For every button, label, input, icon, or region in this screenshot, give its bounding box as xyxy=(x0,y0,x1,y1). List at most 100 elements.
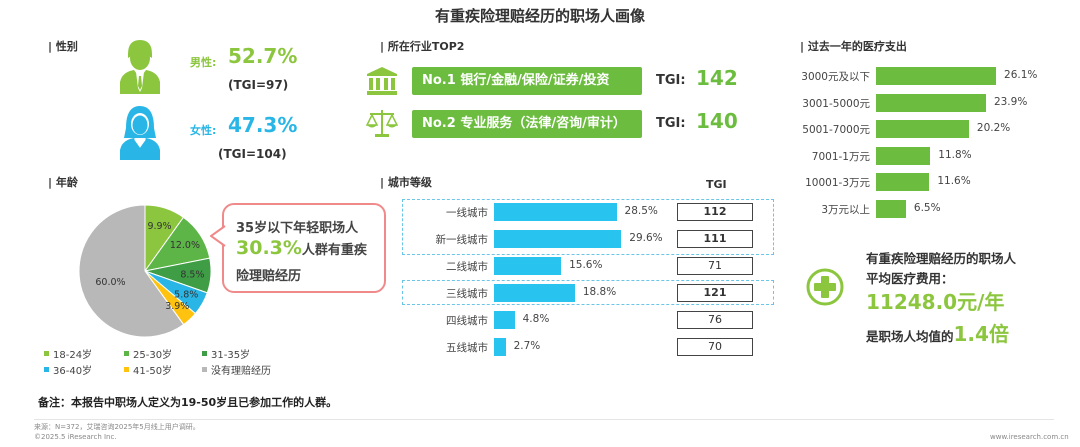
medical-bar-3 xyxy=(876,146,931,165)
callout-line1: 35岁以下年轻职场人 xyxy=(236,221,359,236)
age-callout: 35岁以下年轻职场人 30.3%人群有重疾 险理赔经历 xyxy=(210,203,386,293)
legend-item-25-30: 25-30岁 xyxy=(124,346,172,361)
scales-icon xyxy=(366,110,398,137)
medical-value-0: 26.1% xyxy=(1004,69,1038,81)
medical-value-1: 23.9% xyxy=(993,95,1028,108)
medical-heading: | 过去一年的医疗支出 xyxy=(800,40,907,53)
industry-item-1-bar: No.1 银行/金融/保险/证券/投资 xyxy=(412,67,642,95)
female-user-icon xyxy=(120,106,160,160)
legend-swatch xyxy=(202,351,207,356)
city-label-2: 二线城市 xyxy=(446,261,488,273)
legend-label: 没有理赔经历 xyxy=(211,366,271,377)
city-label-4: 四线城市 xyxy=(446,315,488,327)
bank-icon xyxy=(367,67,397,95)
medical-label-5: 3万元以上 xyxy=(821,203,870,216)
callout-line3: 险理赔经历 xyxy=(236,269,302,284)
footer-divider xyxy=(34,419,1054,420)
city-value-0: 28.5% xyxy=(624,205,658,217)
medical-label-1: 3001-5000元 xyxy=(802,97,870,110)
female-value: 47.3% xyxy=(228,113,298,137)
legend-label: 36-40岁 xyxy=(53,366,93,377)
male-label: 男性: xyxy=(190,56,217,69)
medical-value-3: 11.8% xyxy=(938,148,972,161)
legend-item-36-40: 36-40岁 xyxy=(44,362,92,377)
city-label-1: 新一线城市 xyxy=(435,234,489,246)
city-bar-3 xyxy=(494,284,575,302)
industry-item-1-tgi-label: TGI: xyxy=(656,73,686,88)
industry-item-2-tgi-label: TGI: xyxy=(656,116,686,131)
medical-label-3: 7001-1万元 xyxy=(811,150,870,163)
callout-pointer xyxy=(210,225,226,247)
city-highlight-frame-tier3 xyxy=(402,280,774,305)
city-label-5: 五线城市 xyxy=(446,342,488,354)
medical-summary-value: 11248.0元/年 xyxy=(866,290,1005,314)
source: 来源：N=372，艾瑞咨询2025年5月线上用户调研。 xyxy=(34,423,200,431)
medical-bar-4 xyxy=(876,173,930,191)
legend-item-41-50: 41-50岁 xyxy=(124,362,172,377)
age-legend: 18-24岁 25-30岁 31-35岁 36-40岁 41-50岁 没有理赔经… xyxy=(44,346,324,380)
medical-value-2: 20.2% xyxy=(976,122,1011,134)
male-value: 52.7% xyxy=(228,44,298,68)
industry-heading: | 所在行业TOP2 xyxy=(380,40,465,53)
medical-bar-2 xyxy=(876,120,969,138)
city-tgi-3: 121 xyxy=(677,284,753,302)
male-tgi: (TGI=97) xyxy=(228,78,289,92)
website: www.iresearch.com.cn xyxy=(990,433,1069,441)
legend-swatch xyxy=(44,367,49,372)
medical-summary-line1: 有重疾险理赔经历的职场人 xyxy=(866,251,1017,266)
city-value-2: 15.6% xyxy=(569,259,603,271)
legend-item-18-24: 18-24岁 xyxy=(44,346,92,361)
callout-line2: 30.3%人群有重疾 xyxy=(236,237,367,259)
legend-label: 41-50岁 xyxy=(133,366,173,377)
city-bar-0 xyxy=(494,203,617,221)
city-value-5: 2.7% xyxy=(513,340,541,352)
medical-summary-line3-pre: 是职场人均值的 xyxy=(866,329,954,344)
gender-heading: | 性别 xyxy=(48,40,78,53)
city-bar-2 xyxy=(494,257,562,275)
medical-label-0: 3000元及以下 xyxy=(801,71,870,83)
legend-label: 31-35岁 xyxy=(211,350,251,361)
medical-summary-line2: 平均医疗费用： xyxy=(866,271,954,286)
note: 备注：本报告中职场人定义为19-50岁且已参加工作的人群。 xyxy=(38,396,338,409)
city-heading: | 城市等级 xyxy=(380,176,432,189)
legend-label: 18-24岁 xyxy=(53,350,93,361)
medical-label-4: 10001-3万元 xyxy=(805,177,870,189)
male-user-icon xyxy=(120,40,160,94)
city-tgi-2: 71 xyxy=(677,257,753,275)
medical-value-4: 11.6% xyxy=(937,175,971,187)
age-pie-chart: 9.9% 12.0% 8.5% 5.8%3.9% 60.0% xyxy=(78,204,212,338)
city-bar-5 xyxy=(494,338,506,356)
legend-swatch xyxy=(124,351,129,356)
medical-value-5: 6.5% xyxy=(913,201,941,214)
pie-label-3: 5.8% xyxy=(174,290,198,301)
callout-line2-rest: 人群有重疾 xyxy=(301,243,367,258)
legend-item-31-35: 31-35岁 xyxy=(202,346,250,361)
medical-summary-multiple: 1.4倍 xyxy=(953,322,1009,346)
callout-highlight: 30.3% xyxy=(236,237,302,259)
city-value-4: 4.8% xyxy=(522,313,550,325)
pie-slice-5 xyxy=(78,204,185,338)
city-highlight-frame-top xyxy=(402,199,774,255)
industry-item-2-bar: No.2 专业服务（法律/咨询/审计） xyxy=(412,110,642,138)
city-label-3: 三线城市 xyxy=(446,288,488,300)
female-tgi: (TGI=104) xyxy=(218,147,287,161)
city-tgi-header: TGI xyxy=(706,178,727,191)
pie-label-1: 12.0% xyxy=(170,240,200,251)
pie-label-0: 9.9% xyxy=(147,221,171,232)
legend-label: 25-30岁 xyxy=(133,350,173,361)
female-label: 女性: xyxy=(190,124,217,137)
city-value-1: 29.6% xyxy=(629,232,663,244)
pie-label-4: 3.9% xyxy=(165,301,189,312)
age-heading: | 年龄 xyxy=(48,176,78,189)
medical-bar-1 xyxy=(876,93,986,112)
page-title: 有重疾险理赔经历的职场人画像 xyxy=(434,7,645,25)
pie-label-2: 8.5% xyxy=(180,269,204,280)
city-label-0: 一线城市 xyxy=(446,207,488,219)
pie-label-5: 60.0% xyxy=(95,277,125,288)
city-bar-4 xyxy=(494,311,515,329)
industry-item-2-tgi-value: 140 xyxy=(696,109,738,133)
medical-summary-line3: 是职场人均值的1.4倍 xyxy=(866,318,1009,347)
plus-circle-icon xyxy=(806,268,844,306)
city-tgi-5: 70 xyxy=(677,338,753,356)
medical-label-2: 5001-7000元 xyxy=(802,124,870,136)
